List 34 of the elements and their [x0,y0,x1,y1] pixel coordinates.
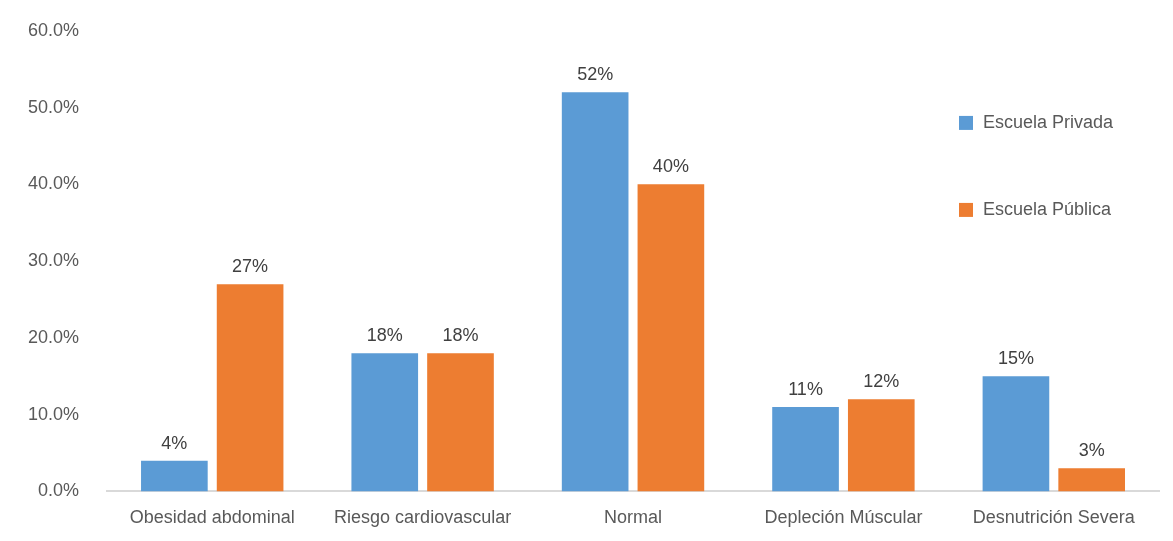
data-label: 11% [788,378,823,399]
bar [982,376,1050,492]
bar [1058,468,1125,492]
y-tick-label: 0.0% [38,480,80,501]
x-tick-label: Depleción Múscular [764,507,923,528]
legend-label: Escuela Pública [983,198,1113,219]
x-tick-label: Desnutrición Severa [972,507,1136,528]
y-tick-label: 30.0% [27,250,80,271]
data-label: 18% [442,325,479,346]
y-tick-label: 20.0% [27,326,80,347]
bar [772,406,839,492]
legend-label: Escuela Privada [983,111,1115,132]
data-label: 18% [366,325,403,346]
y-tick-label: 50.0% [27,96,80,117]
data-label: 27% [232,256,269,277]
data-label: 12% [863,371,900,392]
y-tick-label: 10.0% [27,403,80,424]
bar [427,353,494,492]
data-label: 52% [577,64,614,85]
y-tick-label: 40.0% [27,173,80,194]
bar [216,284,284,492]
bar [847,399,915,492]
data-label: 15% [997,348,1034,369]
x-tick-label: Riesgo cardiovascular [334,507,512,528]
bar [351,353,419,492]
data-label: 40% [652,156,689,177]
data-label: 4% [161,432,188,453]
y-tick-label: 60.0% [27,19,80,40]
bar [141,460,208,492]
x-tick-label: Normal [604,507,663,528]
x-tick-label: Obesidad abdominal [129,507,295,528]
bar [637,184,705,492]
bar [561,92,629,492]
data-label: 3% [1078,440,1105,461]
